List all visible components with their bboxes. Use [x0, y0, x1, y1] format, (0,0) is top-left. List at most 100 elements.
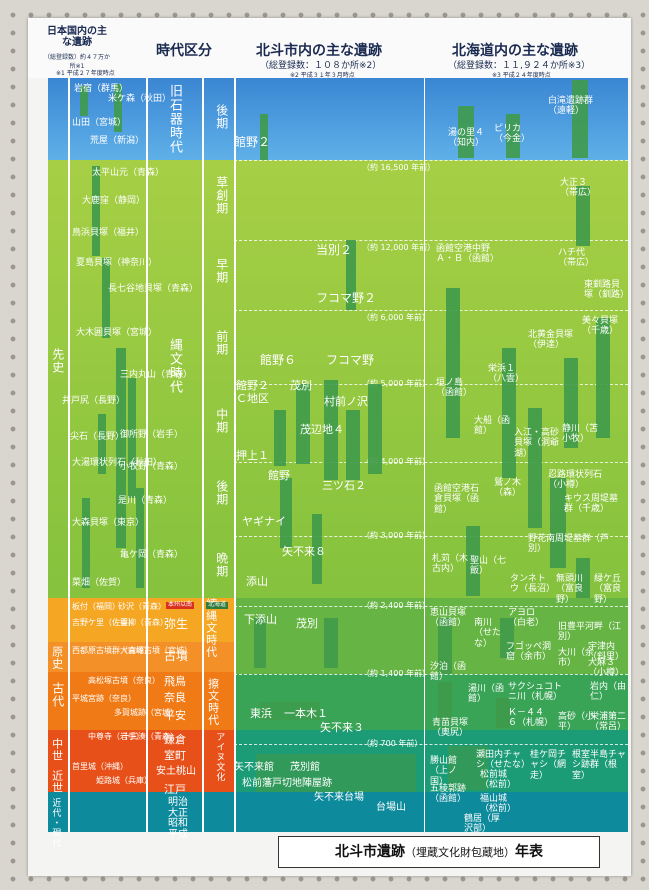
- range-bar: [260, 114, 268, 160]
- hokkaido-site: 白滝遺跡群（遠軽）: [548, 96, 594, 117]
- sub-kouki-paleo: 後期: [214, 104, 229, 130]
- period-asuka: 飛鳥: [164, 675, 186, 688]
- sub-sousouki: 草創期: [214, 176, 229, 215]
- range-bar: [260, 702, 320, 720]
- hokkaido-site: 聖山（七飯）: [470, 556, 507, 577]
- hokkaido-site: 高砂（小平）: [558, 712, 595, 733]
- tick-line-700: [234, 744, 628, 745]
- poster-title-box: 北斗市遺跡（埋蔵文化財包蔵地）年表: [278, 836, 600, 868]
- range-bar: [466, 526, 480, 596]
- hokkaido-site: キウス周堤墓群（千歳）: [564, 494, 619, 515]
- range-bar: [136, 488, 144, 588]
- tick-16500: （約 16,500 年前）: [362, 163, 436, 172]
- hokkaido-site: 栄浦第二（常呂）: [590, 712, 627, 733]
- range-bar: [496, 698, 510, 728]
- hokkaido-site: ハチ代（帯広）: [558, 248, 595, 269]
- range-bar: [274, 410, 286, 466]
- japan-site: 山田（宮城）: [72, 118, 127, 128]
- japan-site: 板付（福岡）: [72, 602, 120, 611]
- japan-site: 亀ケ岡（青森）: [120, 550, 184, 560]
- hokuto-site: 茂辺地４: [300, 423, 344, 436]
- period-modern: 明治大正昭和平成: [168, 797, 188, 840]
- hokkaido-site: 桂ケ岡チャシ（網走）: [530, 750, 567, 781]
- japan-site: 砂沢（青森）: [118, 602, 166, 611]
- note-1: ※1 平成２７年度時点: [56, 70, 115, 77]
- range-bar: [572, 80, 588, 158]
- tag-hokkaido: 北海道: [206, 601, 229, 609]
- tick-line-5000: [234, 384, 628, 385]
- hokkaido-site: 大正３（帯広）: [560, 178, 597, 199]
- japan-site: 首里城（沖縄）: [72, 762, 128, 771]
- era-genshi: 原史: [50, 646, 64, 670]
- hokkaido-site: 北黄金貝塚（伊達）: [528, 330, 574, 351]
- hokkaido-site: 岩内（由仁）: [590, 682, 627, 703]
- tick-line-16500: [234, 160, 628, 161]
- col-sep-era: [68, 78, 70, 832]
- hokkaido-site: Ｋ－４４６（札幌）: [508, 708, 554, 729]
- hokkaido-site: 勝山館（上ノ国）: [430, 756, 458, 787]
- japan-site: 十三湊（青森）: [122, 732, 178, 741]
- hokkaido-site: 忍路環状列石（小樽）: [548, 470, 603, 491]
- hokuto-site: 館野２Ｃ地区: [236, 379, 269, 405]
- hokkaido-site: 福山城（松前）: [480, 794, 517, 815]
- hokuto-site: 茂別: [296, 617, 318, 630]
- japan-site: 中尊寺（岩手）: [88, 732, 144, 741]
- hokuto-site: フコマ野: [326, 353, 375, 367]
- hokuto-site: 当別２: [316, 243, 353, 257]
- japan-site: 高松塚古墳（奈良）: [88, 676, 160, 685]
- era-chusei: 中世: [50, 738, 64, 762]
- period-kamakura: 鎌倉: [164, 733, 186, 746]
- hokuto-site: 一本木１: [284, 707, 328, 720]
- hokkaido-site: 湯川（函館）: [468, 684, 505, 705]
- range-bar: [346, 410, 360, 480]
- range-bar: [576, 186, 590, 246]
- range-bar: [446, 288, 460, 438]
- header-band: [28, 18, 631, 78]
- hokuto-count: （総登録数：１０８か所※2）: [260, 61, 382, 71]
- period-kofun: 古墳: [164, 649, 189, 663]
- hokkaido-site: 恵山貝塚（函館）: [430, 608, 467, 629]
- hokkaido-site: 東釧路貝塚（釧路）: [584, 280, 630, 301]
- japan-site: 太平山元（青森）: [92, 168, 165, 178]
- hokuto-site: 矢不来８: [282, 545, 326, 558]
- hokkaido-site: 旧豊平河畔（江別）: [558, 622, 622, 643]
- hokkaido-site: 大麻３（小樽）: [588, 658, 625, 679]
- range-bar: [116, 348, 126, 548]
- range-bar: [82, 498, 90, 588]
- tick-line-2400: [234, 606, 628, 607]
- hokkaido-site: 静川（苫小牧）: [562, 424, 599, 445]
- tick-line-12000: [234, 240, 628, 241]
- tick-1400: （約 1,400 年前）: [362, 669, 430, 678]
- tick-line-4000: [234, 462, 628, 463]
- period-edo: 江戸: [164, 783, 186, 796]
- hokkaido-site: 青苗貝塚（奥尻）: [432, 718, 469, 739]
- hokkaido-site: 鷲ノ木（森）: [494, 478, 522, 499]
- japan-count: （総登録数）約４７万か所※1: [44, 54, 111, 70]
- modern-band: [48, 792, 628, 832]
- hokuto-header: 北斗市内の主な遺跡: [256, 43, 382, 59]
- poster-title-tail: 年表: [515, 844, 543, 860]
- japan-site: 米ケ森（秋田）: [108, 94, 172, 104]
- hokuto-site: 添山: [246, 575, 268, 588]
- hokkaido-site: 根室半島チャシ跡群（根室）: [572, 750, 626, 781]
- note-2: ※2 平成３１年３月時点: [290, 72, 355, 79]
- col-sep-period: [202, 78, 204, 832]
- hokkaido-site: 野花南周堤墓群（芦別）: [528, 534, 610, 555]
- hokuto-site: 館野６: [260, 353, 297, 367]
- hokkaido-site: 垣ノ島（函館）: [436, 378, 473, 399]
- japan-site: 大森塚古墳（宮城）: [120, 646, 192, 655]
- japan-site: 平城宮跡（奈良）: [72, 694, 136, 703]
- period-jomon: 縄文時代: [166, 338, 182, 394]
- japan-site: 尖石（長野）: [70, 432, 125, 442]
- japan-site: 菜畑（佐賀）: [72, 578, 127, 588]
- range-bar: [98, 414, 106, 474]
- tick-4000: （約 4,000 年前）: [362, 457, 430, 466]
- hokkaido-site: 南川（せたな）: [474, 618, 502, 649]
- range-bar: [564, 358, 578, 448]
- range-bar: [368, 384, 382, 474]
- hokuto-site: 館野: [268, 469, 290, 482]
- period-heian: 平安: [164, 709, 186, 722]
- hokuto-site: 村前ノ沢: [324, 395, 368, 408]
- tick-12000: （約 12,000 年前）: [362, 243, 436, 252]
- hokkaido-site: 札苅（木古内）: [432, 554, 469, 575]
